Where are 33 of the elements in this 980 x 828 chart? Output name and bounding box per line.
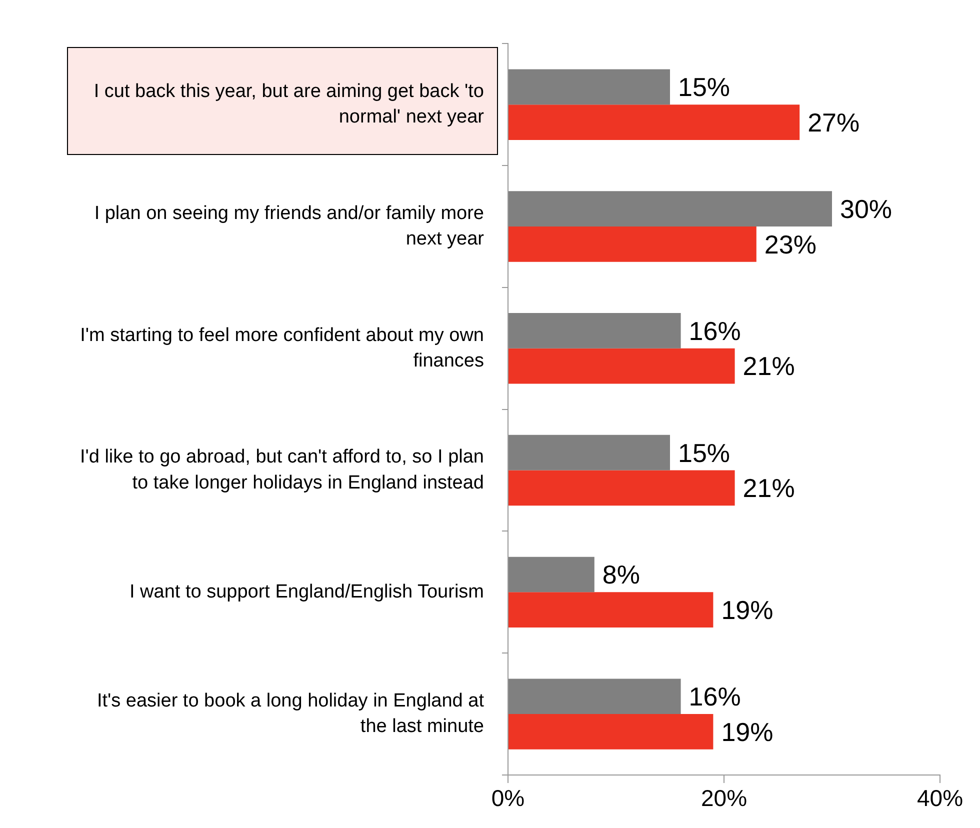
x-tick-label: 20% [700,785,748,812]
y-tick-label: I cut back this year, but are aiming get back 'to normal' next year [94,81,485,128]
bar [508,592,714,628]
data-label: 15% [678,438,730,468]
data-label: 19% [721,716,774,747]
bar [508,556,594,592]
data-label: 16% [688,682,741,712]
data-label: 8% [602,560,640,590]
data-label: 23% [764,229,816,260]
data-label: 19% [721,595,774,626]
y-tick-label: I'd like to go abroad, but can't afford to, so I plan to take longer holidays in England instead [80,446,484,494]
data-label: 16% [688,316,741,346]
y-tick-label: I'm starting to feel more confident about my own finances [80,324,484,372]
x-tick-label: 0% [491,785,525,812]
data-label: 30% [840,194,892,224]
y-tick-label: I plan on seeing my friends and/or family more next year [94,202,485,250]
bar [508,313,681,348]
y-tick-label: It's easier to book a long holiday in England at the last minute [96,690,485,738]
data-label: 15% [678,72,730,102]
data-label: 27% [808,107,860,138]
bar [508,104,800,140]
bar [508,348,735,384]
y-tick-label: I want to support England/English Tourism [129,581,484,602]
bar [508,191,832,226]
bar [508,470,735,506]
bar [508,226,756,262]
data-label: 21% [742,473,795,504]
bar [508,69,670,105]
bar [508,434,670,470]
bar [508,678,681,714]
x-tick-label: 40% [916,785,964,812]
bar [508,714,714,750]
data-label: 21% [742,351,795,382]
